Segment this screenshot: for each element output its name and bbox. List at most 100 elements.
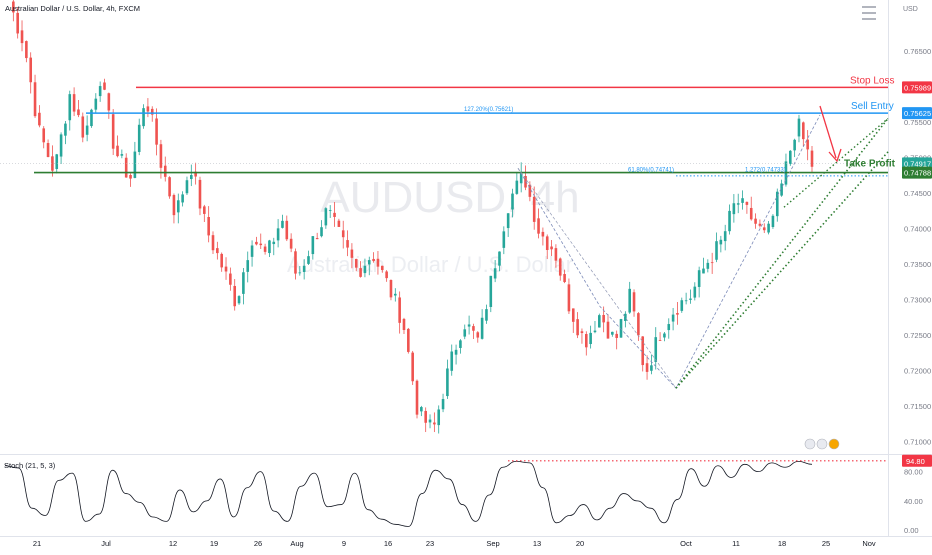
candle-body [545, 236, 549, 250]
price-tick-label: 0.76500 [904, 47, 931, 56]
candle-body [606, 321, 610, 339]
candles-group [12, 0, 814, 434]
candle-body [77, 109, 80, 116]
take-profit-price-tag-bg [902, 166, 932, 179]
price-tick-label: 0.73000 [904, 295, 931, 304]
take-profit-price-tag: 0.74788 [904, 169, 931, 178]
candle-body [771, 215, 775, 227]
candle-body [446, 368, 449, 397]
candle-body [237, 296, 241, 304]
candle-body [120, 154, 124, 156]
candle-body [103, 82, 106, 90]
candle-body [372, 258, 375, 262]
candle-body [46, 143, 50, 158]
candle-body [428, 419, 432, 423]
candle-body [190, 175, 193, 180]
stoch-tick-label: 80.00 [904, 468, 923, 477]
candle-body [337, 220, 341, 227]
sell-entry-price-tag-bg [902, 107, 932, 120]
candle-body [802, 122, 805, 140]
candle-body [719, 239, 723, 245]
symbol-title[interactable]: Australian Dollar / U.S. Dollar, 4h, FXC… [5, 4, 141, 13]
candle-body [198, 179, 202, 209]
candle-body [663, 333, 666, 338]
candle-body [728, 210, 731, 232]
candle-body [72, 94, 76, 112]
candle-body [710, 262, 714, 264]
last-price-tag-bg [902, 157, 932, 170]
candle-body [797, 118, 801, 137]
candle-body [20, 30, 24, 44]
candle-body [589, 332, 592, 345]
candle-body [29, 57, 33, 83]
stoch-indicator-title[interactable]: Stoch (21, 5, 3) [4, 461, 56, 470]
candle-body [736, 203, 740, 205]
upper-trendline [675, 151, 889, 389]
menu-icon[interactable] [856, 2, 882, 22]
candle-body [172, 195, 176, 216]
candle-body [359, 268, 362, 277]
candle-body [281, 220, 284, 228]
candle-body [354, 258, 358, 268]
candle-body [90, 109, 93, 127]
candle-body [550, 246, 553, 250]
time-tick-label: 11 [732, 539, 740, 548]
time-tick-label: 20 [576, 539, 584, 548]
candle-body [502, 231, 506, 248]
candle-body [203, 206, 206, 214]
candle-body [220, 253, 223, 268]
candle-body [307, 256, 310, 264]
candle-body [702, 268, 705, 274]
candle-body [611, 331, 614, 335]
event-flag-icon [828, 438, 840, 450]
candle-body [723, 231, 727, 242]
candle-body [571, 308, 575, 322]
projection-arrowhead [828, 148, 842, 163]
candle-body [263, 246, 267, 252]
currency-label: USD [903, 6, 918, 13]
time-tick-label: 13 [533, 539, 541, 548]
candle-body [55, 154, 59, 170]
candle-body [302, 265, 306, 272]
candle-body [558, 258, 562, 276]
candle-body [563, 273, 566, 283]
candle-body [632, 292, 636, 312]
watermark-symbol: AUDUSD, 4h [320, 173, 579, 222]
candle-body [116, 145, 119, 157]
candle-body [411, 352, 414, 382]
candle-body [467, 324, 471, 327]
candle-body [25, 41, 28, 59]
time-tick-label: 12 [169, 539, 177, 548]
candle-body [142, 108, 145, 127]
candle-body [272, 241, 276, 245]
candle-body [363, 265, 367, 274]
candle-body [732, 203, 736, 215]
candle-body [246, 260, 250, 272]
stoch-line [4, 460, 813, 527]
candle-body [680, 300, 684, 311]
candle-body [667, 324, 671, 331]
candle-body [697, 270, 701, 287]
candle-body [38, 112, 41, 126]
candle-body [81, 116, 85, 138]
candle-body [33, 82, 37, 117]
candle-body [749, 207, 753, 220]
candle-body [163, 165, 167, 177]
candle-body [294, 251, 297, 274]
time-tick-label: Sep [486, 539, 499, 548]
candle-body [133, 151, 137, 178]
candle-body [233, 285, 237, 307]
candle-body [650, 365, 653, 371]
candle-body [567, 284, 571, 312]
event-flags-icon [804, 438, 840, 450]
time-tick-label: Aug [290, 539, 303, 548]
candle-body [433, 422, 436, 425]
stoch-level-tag-bg [902, 454, 932, 467]
candle-body [407, 328, 410, 352]
candle-body [150, 108, 154, 115]
candle-body [741, 198, 744, 203]
stoch-tick-label: 40.00 [904, 497, 923, 506]
xb-pattern-line [517, 167, 677, 389]
